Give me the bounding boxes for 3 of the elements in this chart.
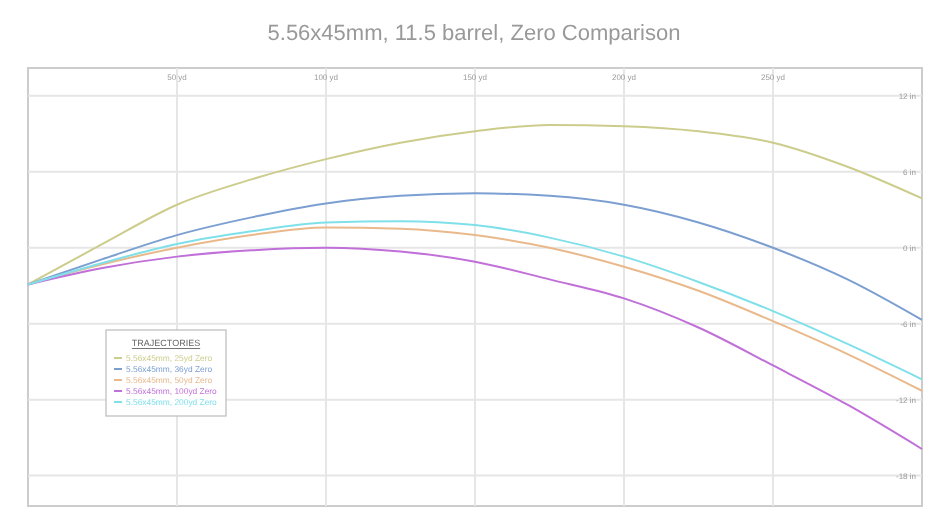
line-series — [27, 123, 923, 286]
line-series — [27, 246, 923, 451]
chart-title: 5.56x45mm, 11.5 barrel, Zero Comparison — [267, 22, 681, 46]
